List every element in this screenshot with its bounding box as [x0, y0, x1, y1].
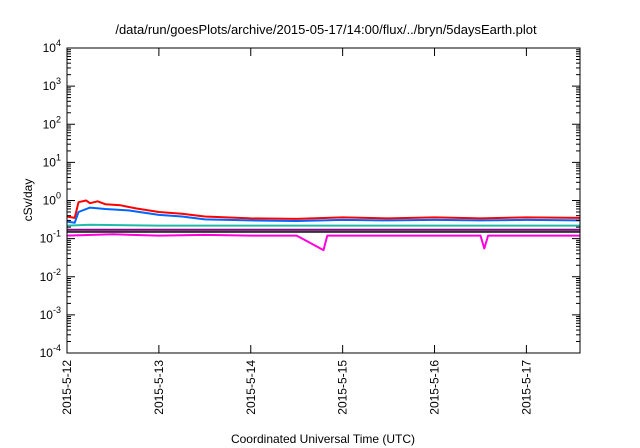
x-tick-label: 2015-5-15 [336, 360, 350, 415]
series-layer [66, 199, 581, 252]
x-tick-label: 2015-5-16 [428, 360, 442, 415]
series-line-6 [66, 233, 580, 252]
x-tick-label: 2015-5-12 [60, 360, 74, 415]
y-tick-label: 10-1 [40, 229, 61, 246]
series-line-3 [66, 223, 580, 227]
y-tick-label: 10-4 [40, 343, 61, 360]
series-line-2 [66, 206, 581, 224]
x-tick-label: 2015-5-17 [519, 360, 533, 415]
y-tick-label: 101 [43, 152, 61, 169]
y-axis-label: cSv/day [21, 179, 35, 222]
y-tick-label: 10-2 [40, 267, 61, 284]
y-tick-label: 100 [43, 191, 61, 208]
y-tick-label: 103 [43, 76, 61, 93]
y-tick-label: 104 [43, 38, 61, 55]
x-tick-label: 2015-5-14 [244, 360, 258, 415]
plot-frame [66, 47, 581, 354]
y-axis: 10-4 10-3 10-2 10-1 100 101 102 103 104 [40, 38, 580, 360]
y-tick-label: 102 [43, 114, 61, 131]
x-axis-label: Coordinated Universal Time (UTC) [231, 432, 415, 446]
chart-title: /data/run/goesPlots/archive/2015-05-17/1… [115, 22, 537, 37]
x-tick-label: 2015-5-13 [152, 360, 166, 415]
y-tick-label: 10-3 [40, 305, 61, 322]
series-line-1 [66, 199, 581, 220]
x-axis: 2015-5-12 2015-5-13 2015-5-14 2015-5-15 2015… [60, 48, 533, 415]
